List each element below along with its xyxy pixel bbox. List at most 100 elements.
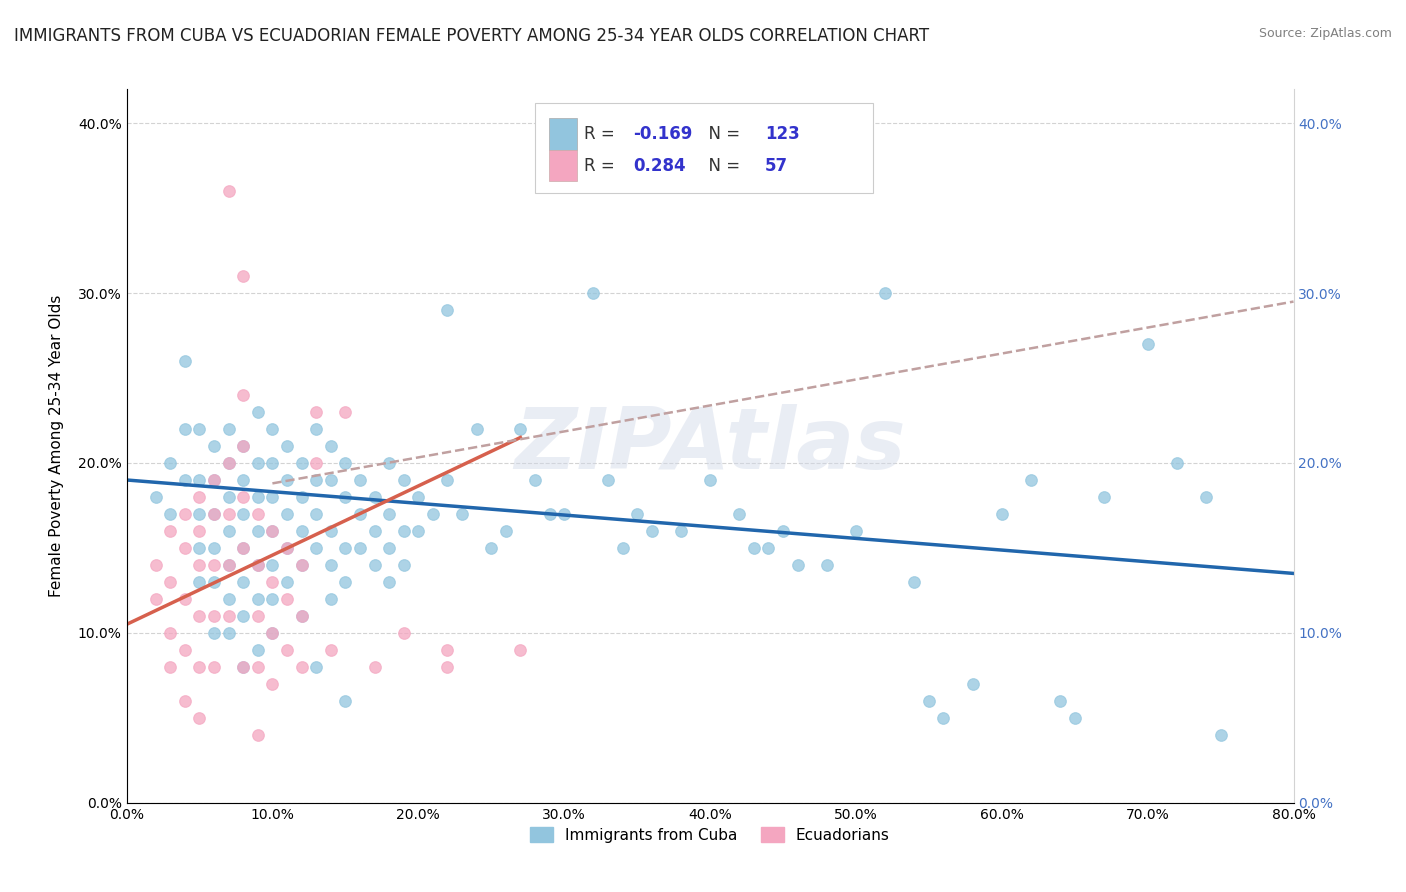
- Point: [290, 660, 312, 674]
- Point: [626, 507, 648, 521]
- Point: [276, 643, 298, 657]
- Point: [159, 524, 181, 538]
- Point: [378, 456, 401, 470]
- Point: [174, 591, 197, 606]
- Point: [188, 711, 211, 725]
- Point: [875, 286, 897, 301]
- Point: [262, 524, 284, 538]
- Point: [1195, 490, 1218, 504]
- Point: [246, 608, 269, 623]
- Point: [232, 660, 254, 674]
- Point: [509, 643, 531, 657]
- Point: [145, 558, 167, 572]
- Point: [276, 541, 298, 555]
- Point: [202, 626, 225, 640]
- Point: [276, 574, 298, 589]
- Point: [305, 422, 328, 436]
- Point: [159, 456, 181, 470]
- Point: [509, 422, 531, 436]
- Point: [232, 490, 254, 504]
- FancyBboxPatch shape: [534, 103, 873, 193]
- Point: [246, 524, 269, 538]
- Point: [1166, 456, 1188, 470]
- Point: [232, 660, 254, 674]
- Text: 0.284: 0.284: [633, 157, 686, 175]
- Point: [218, 456, 240, 470]
- Point: [378, 507, 401, 521]
- Point: [159, 507, 181, 521]
- Point: [262, 524, 284, 538]
- Point: [232, 541, 254, 555]
- Point: [262, 574, 284, 589]
- Point: [246, 507, 269, 521]
- Point: [408, 490, 430, 504]
- Text: -0.169: -0.169: [633, 125, 692, 143]
- Point: [262, 626, 284, 640]
- Point: [232, 269, 254, 284]
- Point: [335, 456, 357, 470]
- Point: [349, 507, 371, 521]
- Point: [276, 591, 298, 606]
- Point: [1136, 337, 1159, 351]
- FancyBboxPatch shape: [548, 119, 576, 150]
- Point: [276, 439, 298, 453]
- Point: [218, 507, 240, 521]
- Point: [436, 303, 458, 318]
- Point: [276, 507, 298, 521]
- Legend: Immigrants from Cuba, Ecuadorians: Immigrants from Cuba, Ecuadorians: [524, 821, 896, 848]
- Point: [305, 541, 328, 555]
- Point: [932, 711, 955, 725]
- Point: [290, 558, 312, 572]
- Point: [640, 524, 664, 538]
- Point: [188, 422, 211, 436]
- Point: [305, 507, 328, 521]
- Point: [218, 608, 240, 623]
- Point: [845, 524, 868, 538]
- Point: [202, 574, 225, 589]
- Point: [262, 456, 284, 470]
- Point: [218, 591, 240, 606]
- Point: [612, 541, 634, 555]
- Point: [174, 473, 197, 487]
- Point: [246, 490, 269, 504]
- Point: [495, 524, 517, 538]
- Point: [335, 405, 357, 419]
- Point: [392, 473, 415, 487]
- Point: [188, 524, 211, 538]
- Point: [728, 507, 751, 521]
- Point: [246, 591, 269, 606]
- Point: [319, 558, 342, 572]
- Point: [319, 643, 342, 657]
- Point: [363, 660, 385, 674]
- Point: [392, 626, 415, 640]
- Point: [335, 574, 357, 589]
- Point: [436, 473, 458, 487]
- Text: N =: N =: [699, 125, 745, 143]
- Text: R =: R =: [583, 157, 620, 175]
- Point: [392, 524, 415, 538]
- Point: [188, 608, 211, 623]
- Point: [1049, 694, 1071, 708]
- Point: [276, 473, 298, 487]
- Point: [363, 490, 385, 504]
- Point: [202, 507, 225, 521]
- Point: [363, 558, 385, 572]
- Point: [188, 660, 211, 674]
- Point: [1019, 473, 1042, 487]
- Point: [582, 286, 605, 301]
- Point: [319, 473, 342, 487]
- Point: [188, 507, 211, 521]
- Point: [290, 490, 312, 504]
- Text: Source: ZipAtlas.com: Source: ZipAtlas.com: [1258, 27, 1392, 40]
- Point: [174, 643, 197, 657]
- Text: IMMIGRANTS FROM CUBA VS ECUADORIAN FEMALE POVERTY AMONG 25-34 YEAR OLDS CORRELAT: IMMIGRANTS FROM CUBA VS ECUADORIAN FEMAL…: [14, 27, 929, 45]
- Point: [174, 422, 197, 436]
- Point: [262, 626, 284, 640]
- Point: [174, 507, 197, 521]
- Point: [188, 541, 211, 555]
- Point: [422, 507, 444, 521]
- Point: [232, 439, 254, 453]
- Point: [1092, 490, 1115, 504]
- Point: [479, 541, 502, 555]
- Point: [553, 507, 575, 521]
